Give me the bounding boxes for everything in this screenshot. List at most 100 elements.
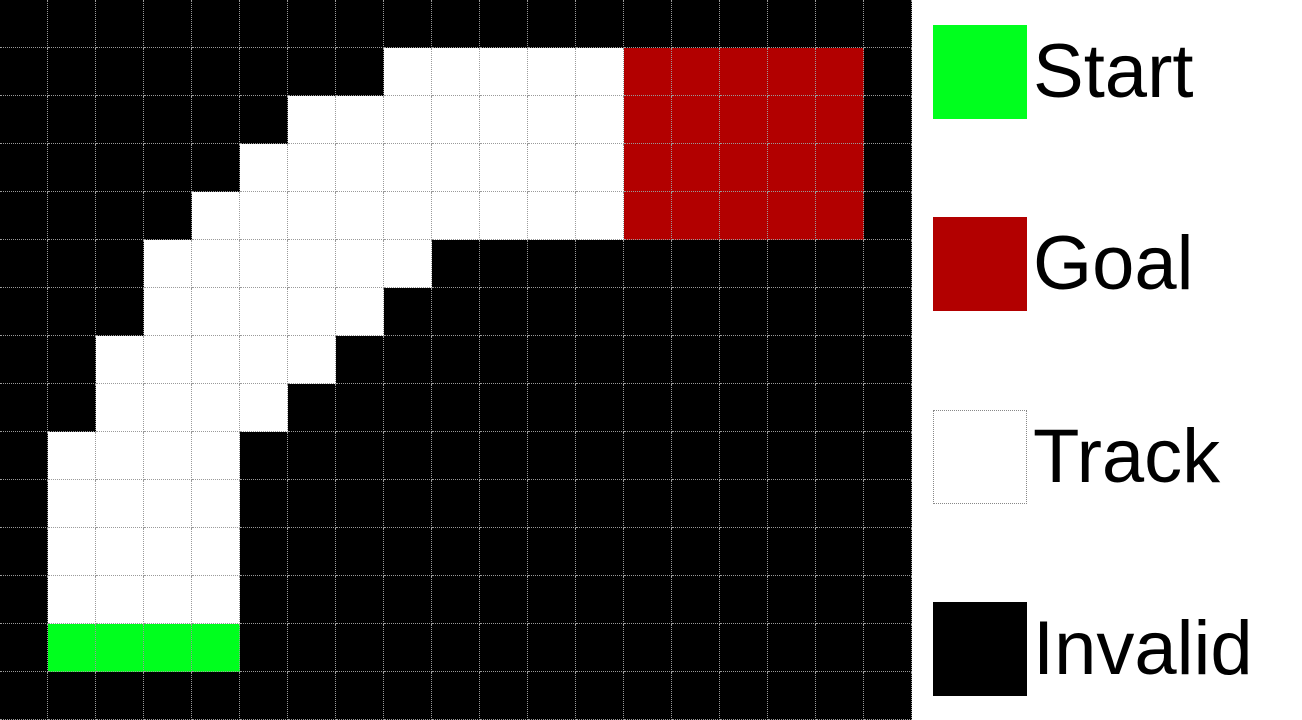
goal-cell bbox=[624, 96, 672, 144]
legend-start: Start bbox=[933, 25, 1194, 119]
track-swatch bbox=[933, 410, 1027, 504]
invalid-cell bbox=[48, 192, 96, 240]
invalid-cell bbox=[816, 624, 864, 672]
invalid-cell bbox=[720, 528, 768, 576]
invalid-cell bbox=[768, 672, 816, 720]
invalid-cell bbox=[720, 336, 768, 384]
track-cell bbox=[288, 144, 336, 192]
invalid-cell bbox=[0, 96, 48, 144]
track-cell bbox=[144, 240, 192, 288]
invalid-cell bbox=[384, 0, 432, 48]
invalid-cell bbox=[480, 672, 528, 720]
invalid-cell bbox=[768, 480, 816, 528]
invalid-cell bbox=[288, 576, 336, 624]
invalid-cell bbox=[384, 672, 432, 720]
invalid-cell bbox=[768, 624, 816, 672]
invalid-cell bbox=[528, 384, 576, 432]
track-cell bbox=[240, 288, 288, 336]
invalid-cell bbox=[864, 48, 912, 96]
invalid-cell bbox=[864, 96, 912, 144]
invalid-cell bbox=[432, 672, 480, 720]
invalid-cell bbox=[816, 528, 864, 576]
invalid-cell bbox=[192, 144, 240, 192]
invalid-cell bbox=[672, 672, 720, 720]
invalid-cell bbox=[864, 0, 912, 48]
invalid-cell bbox=[288, 624, 336, 672]
goal-cell bbox=[672, 48, 720, 96]
invalid-cell bbox=[528, 528, 576, 576]
invalid-cell bbox=[48, 672, 96, 720]
invalid-cell bbox=[672, 0, 720, 48]
invalid-cell bbox=[864, 288, 912, 336]
invalid-cell bbox=[240, 576, 288, 624]
invalid-cell bbox=[432, 480, 480, 528]
invalid-cell bbox=[720, 240, 768, 288]
track-cell bbox=[144, 432, 192, 480]
invalid-cell bbox=[672, 432, 720, 480]
goal-cell bbox=[720, 192, 768, 240]
invalid-cell bbox=[480, 0, 528, 48]
invalid-cell bbox=[768, 576, 816, 624]
invalid-cell bbox=[240, 528, 288, 576]
invalid-cell bbox=[576, 624, 624, 672]
legend-goal: Goal bbox=[933, 217, 1194, 311]
track-cell bbox=[576, 192, 624, 240]
invalid-cell bbox=[672, 528, 720, 576]
invalid-cell bbox=[528, 0, 576, 48]
track-cell bbox=[480, 48, 528, 96]
invalid-cell bbox=[96, 288, 144, 336]
invalid-cell bbox=[816, 432, 864, 480]
goal-cell bbox=[768, 144, 816, 192]
invalid-cell bbox=[480, 576, 528, 624]
start-cell bbox=[96, 624, 144, 672]
invalid-cell bbox=[576, 384, 624, 432]
track-cell bbox=[192, 528, 240, 576]
invalid-cell bbox=[48, 240, 96, 288]
invalid-cell bbox=[0, 384, 48, 432]
invalid-cell bbox=[864, 240, 912, 288]
goal-cell bbox=[624, 144, 672, 192]
track-cell bbox=[192, 576, 240, 624]
invalid-cell bbox=[432, 384, 480, 432]
invalid-cell bbox=[672, 384, 720, 432]
invalid-cell bbox=[0, 48, 48, 96]
invalid-cell bbox=[864, 336, 912, 384]
invalid-cell bbox=[96, 96, 144, 144]
invalid-cell bbox=[576, 336, 624, 384]
invalid-cell bbox=[240, 48, 288, 96]
track-cell bbox=[96, 432, 144, 480]
invalid-cell bbox=[624, 576, 672, 624]
invalid-cell bbox=[672, 240, 720, 288]
goal-cell bbox=[816, 192, 864, 240]
track-cell bbox=[528, 48, 576, 96]
track-cell bbox=[384, 96, 432, 144]
track-cell bbox=[288, 336, 336, 384]
goal-cell bbox=[720, 144, 768, 192]
invalid-cell bbox=[816, 672, 864, 720]
invalid-cell bbox=[96, 240, 144, 288]
track-cell bbox=[336, 288, 384, 336]
invalid-cell bbox=[144, 48, 192, 96]
goal-cell bbox=[672, 192, 720, 240]
track-cell bbox=[432, 48, 480, 96]
track-cell bbox=[288, 96, 336, 144]
invalid-cell bbox=[432, 0, 480, 48]
invalid-cell bbox=[624, 336, 672, 384]
track-cell bbox=[96, 336, 144, 384]
invalid-cell bbox=[480, 288, 528, 336]
invalid-cell bbox=[0, 144, 48, 192]
invalid-cell bbox=[48, 48, 96, 96]
invalid-cell bbox=[624, 528, 672, 576]
invalid-cell bbox=[864, 624, 912, 672]
invalid-cell bbox=[624, 480, 672, 528]
track-cell bbox=[576, 96, 624, 144]
invalid-cell bbox=[432, 624, 480, 672]
track-grid bbox=[0, 0, 912, 720]
track-cell bbox=[288, 288, 336, 336]
invalid-cell bbox=[192, 96, 240, 144]
invalid-cell bbox=[336, 0, 384, 48]
track-cell bbox=[144, 384, 192, 432]
invalid-cell bbox=[96, 144, 144, 192]
track-cell bbox=[192, 480, 240, 528]
invalid-cell bbox=[768, 432, 816, 480]
